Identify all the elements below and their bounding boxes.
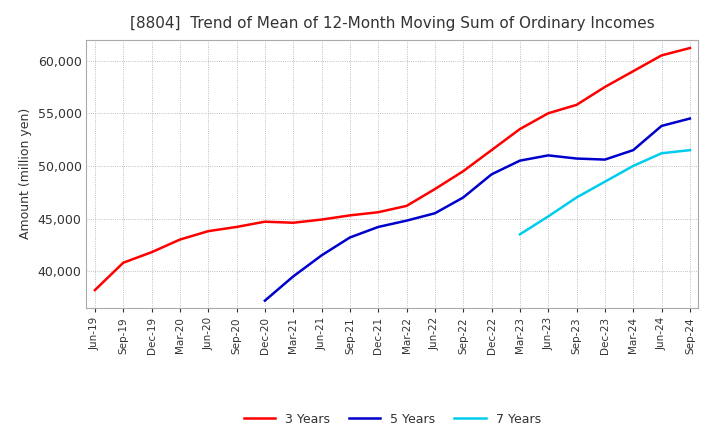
7 Years xyxy=(600,179,609,184)
7 Years xyxy=(657,150,666,156)
3 Years xyxy=(685,45,694,51)
7 Years xyxy=(629,163,637,169)
5 Years xyxy=(629,147,637,153)
5 Years xyxy=(431,211,439,216)
5 Years xyxy=(346,235,354,240)
3 Years xyxy=(459,169,467,174)
3 Years xyxy=(657,53,666,58)
5 Years xyxy=(516,158,524,163)
3 Years xyxy=(176,237,184,242)
Line: 7 Years: 7 Years xyxy=(520,150,690,235)
3 Years xyxy=(233,224,241,230)
5 Years xyxy=(289,274,297,279)
7 Years xyxy=(544,214,552,219)
Line: 5 Years: 5 Years xyxy=(265,118,690,301)
3 Years xyxy=(289,220,297,225)
3 Years xyxy=(431,187,439,192)
3 Years xyxy=(544,110,552,116)
3 Years xyxy=(487,147,496,153)
5 Years xyxy=(318,253,326,258)
5 Years xyxy=(459,195,467,200)
Y-axis label: Amount (million yen): Amount (million yen) xyxy=(19,108,32,239)
3 Years xyxy=(148,249,156,255)
5 Years xyxy=(685,116,694,121)
7 Years xyxy=(685,147,694,153)
7 Years xyxy=(572,195,581,200)
5 Years xyxy=(657,123,666,128)
3 Years xyxy=(402,203,411,209)
3 Years xyxy=(318,217,326,222)
3 Years xyxy=(374,209,382,215)
3 Years xyxy=(572,102,581,107)
Line: 3 Years: 3 Years xyxy=(95,48,690,290)
3 Years xyxy=(119,260,127,265)
5 Years xyxy=(572,156,581,161)
3 Years xyxy=(204,228,212,234)
7 Years xyxy=(516,232,524,237)
3 Years xyxy=(346,213,354,218)
5 Years xyxy=(374,224,382,230)
5 Years xyxy=(600,157,609,162)
5 Years xyxy=(544,153,552,158)
5 Years xyxy=(402,218,411,223)
3 Years xyxy=(91,287,99,293)
Title: [8804]  Trend of Mean of 12-Month Moving Sum of Ordinary Incomes: [8804] Trend of Mean of 12-Month Moving … xyxy=(130,16,654,32)
Legend: 3 Years, 5 Years, 7 Years: 3 Years, 5 Years, 7 Years xyxy=(239,407,546,431)
3 Years xyxy=(629,69,637,74)
5 Years xyxy=(487,172,496,177)
3 Years xyxy=(516,126,524,132)
3 Years xyxy=(261,219,269,224)
5 Years xyxy=(261,298,269,303)
3 Years xyxy=(600,84,609,90)
